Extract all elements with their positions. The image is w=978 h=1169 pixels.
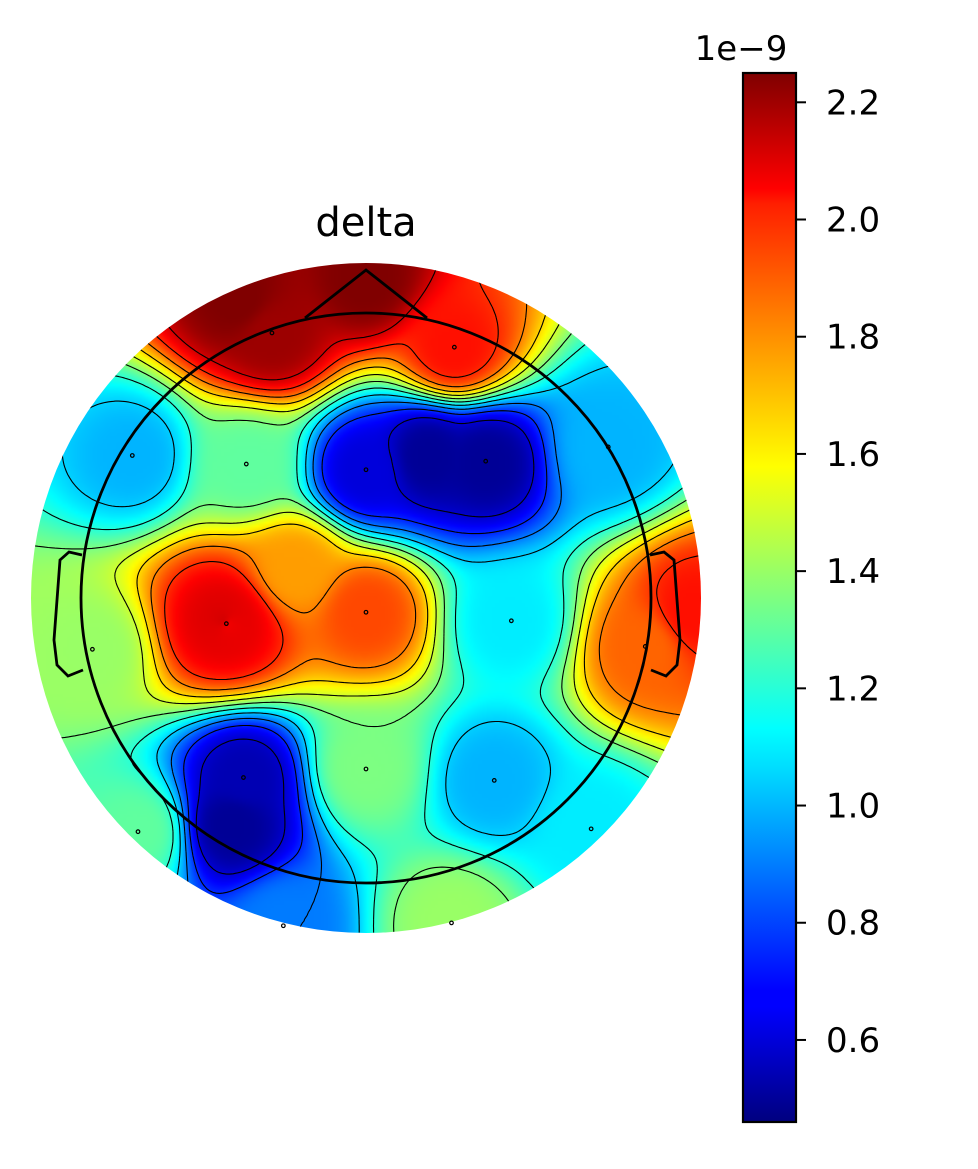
contour-line: [170, 401, 562, 933]
topomap-heatmap: [31, 263, 701, 933]
sensor-marker: [491, 778, 497, 783]
sensor-marker: [363, 467, 369, 473]
colorbar-ticks: 0.6 0.8 1.0 1.2 1.4 1.6 1.8 2.0 2.2: [796, 83, 880, 1061]
sensor-marker: [223, 621, 229, 627]
head-circle: [79, 311, 653, 885]
colorbar-tick-label: 1.6: [826, 435, 880, 475]
colorbar-tick-label: 0.6: [826, 1021, 880, 1061]
sensor-marker: [588, 826, 594, 832]
colorbar: 0.6 0.8 1.0 1.2 1.4 1.6 1.8 2.0 2.2 1e−9: [695, 29, 880, 1124]
left-ear-outline: [52, 550, 84, 678]
head-outline: [52, 268, 682, 885]
colorbar-tick-label: 1.2: [826, 669, 880, 709]
colorbar-gradient: [741, 71, 798, 1124]
sensor-marker: [280, 923, 286, 929]
contour-line: [183, 408, 548, 894]
sensor-markers: [89, 330, 648, 929]
sensor-marker: [363, 766, 369, 772]
colorbar-tick-label: 2.0: [826, 201, 880, 241]
topomap: [31, 263, 701, 933]
right-ear-outline: [649, 550, 682, 678]
sensor-marker: [483, 458, 489, 464]
colorbar-tick-label: 1.4: [826, 552, 880, 592]
sensor-marker: [449, 920, 454, 926]
sensor-marker: [129, 453, 135, 458]
contour-line: [195, 417, 535, 875]
colorbar-tick-label: 2.2: [826, 83, 880, 123]
colorbar-tick-label: 0.8: [826, 904, 880, 944]
colorbar-tick-label: 1.8: [826, 318, 880, 358]
sensor-marker: [363, 609, 369, 615]
sensor-marker: [241, 775, 246, 780]
colorbar-offset-label: 1e−9: [695, 29, 788, 69]
colorbar-tick-label: 1.0: [826, 787, 880, 827]
sensor-marker: [642, 644, 648, 649]
chart-title: delta: [315, 200, 416, 246]
sensor-marker: [451, 344, 457, 350]
sensor-marker: [89, 646, 95, 652]
sensor-marker: [269, 330, 275, 336]
sensor-marker: [243, 461, 249, 467]
sensor-marker: [135, 829, 141, 835]
nose-outline: [304, 268, 428, 320]
sensor-marker: [508, 618, 514, 624]
sensor-marker: [605, 444, 611, 450]
